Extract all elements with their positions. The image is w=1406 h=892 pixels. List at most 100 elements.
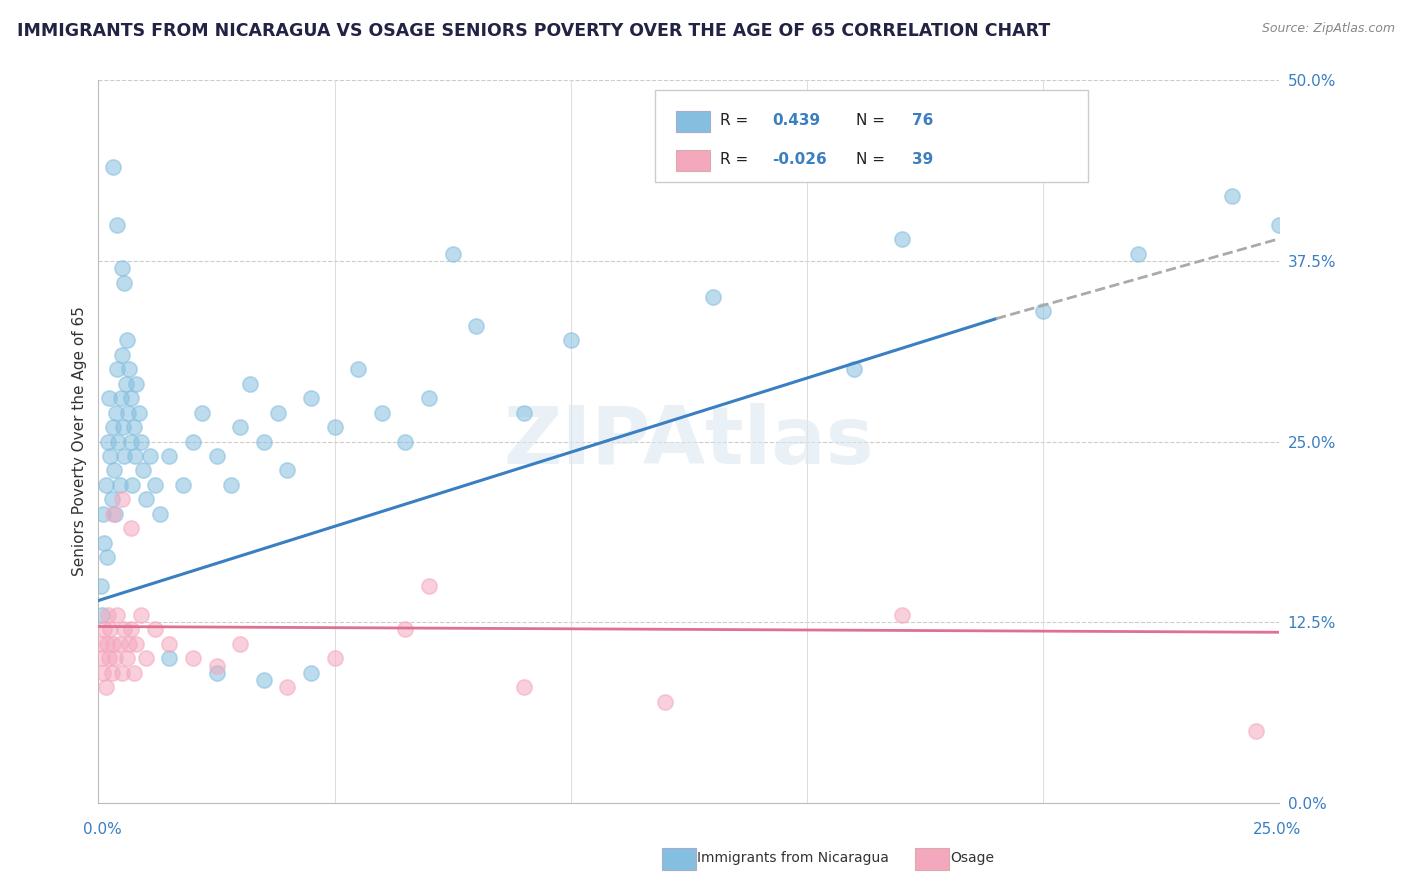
Point [111,348,134,362]
Point [91,651,114,665]
Point [253,434,276,449]
Point [98,623,121,637]
Point [135,492,157,507]
Point [323,420,346,434]
Point [118,637,141,651]
Point [121,623,143,637]
Point [124,449,146,463]
Point [104,507,127,521]
Point [143,623,166,637]
Point [115,334,138,348]
Point [143,478,166,492]
Point [253,673,276,687]
Point [111,261,134,276]
Point [157,651,180,665]
Point [101,637,124,651]
Point [117,406,139,420]
Point [91,507,114,521]
Point [890,607,912,622]
Point [111,665,134,680]
Text: N =: N = [856,113,890,128]
Point [98,449,121,463]
Point [112,276,135,290]
Point [1268,218,1291,232]
Point [94,680,117,694]
Point [441,246,464,260]
Point [101,420,124,434]
Point [100,492,122,507]
Point [128,406,150,420]
Point [112,449,135,463]
Point [276,463,298,477]
Text: 25.0%: 25.0% [1253,822,1301,837]
Point [111,492,134,507]
Text: Osage: Osage [950,851,994,865]
Point [135,651,157,665]
Point [191,406,214,420]
Point [105,362,128,376]
Point [108,637,131,651]
Point [299,391,322,405]
Point [465,318,488,333]
Point [418,579,440,593]
Point [276,680,298,694]
Point [418,391,440,405]
Text: IMMIGRANTS FROM NICARAGUA VS OSAGE SENIORS POVERTY OVER THE AGE OF 65 CORRELATIO: IMMIGRANTS FROM NICARAGUA VS OSAGE SENIO… [17,22,1050,40]
Point [323,651,346,665]
Point [157,637,180,651]
Point [229,420,252,434]
Point [205,658,228,673]
Point [104,651,127,665]
Point [108,478,131,492]
Point [181,651,204,665]
Point [93,535,115,549]
Point [97,391,120,405]
Point [91,607,114,622]
Point [560,334,582,348]
Point [371,406,394,420]
Point [132,463,155,477]
Point [90,579,112,593]
Point [121,478,143,492]
Text: 0.439: 0.439 [772,113,820,128]
Point [100,665,122,680]
Point [114,376,136,391]
Point [105,218,128,232]
Text: Immigrants from Nicaragua: Immigrants from Nicaragua [697,851,889,865]
Point [97,434,120,449]
Point [229,637,252,651]
Point [239,376,262,391]
Point [121,391,143,405]
Text: 76: 76 [912,113,934,128]
Point [105,607,128,622]
Point [107,434,129,449]
Point [1126,246,1149,260]
Point [96,550,118,565]
Point [115,651,138,665]
Point [1244,723,1267,738]
Point [181,434,204,449]
Point [347,362,370,376]
Text: 0.0%: 0.0% [83,822,122,837]
Text: 39: 39 [912,153,934,168]
Text: ZIPAtlas: ZIPAtlas [503,402,875,481]
Point [97,651,120,665]
Text: R =: R = [720,113,754,128]
Point [101,160,124,174]
Point [844,362,866,376]
Text: Source: ZipAtlas.com: Source: ZipAtlas.com [1261,22,1395,36]
Point [890,232,912,246]
Text: -0.026: -0.026 [772,153,827,168]
Point [121,521,143,535]
Point [654,695,676,709]
Point [111,420,134,434]
Point [1220,189,1243,203]
Point [105,406,128,420]
Point [112,623,135,637]
Text: R =: R = [720,153,754,168]
Point [512,406,534,420]
Point [101,507,124,521]
Point [205,665,228,680]
Point [149,507,172,521]
Point [122,665,145,680]
